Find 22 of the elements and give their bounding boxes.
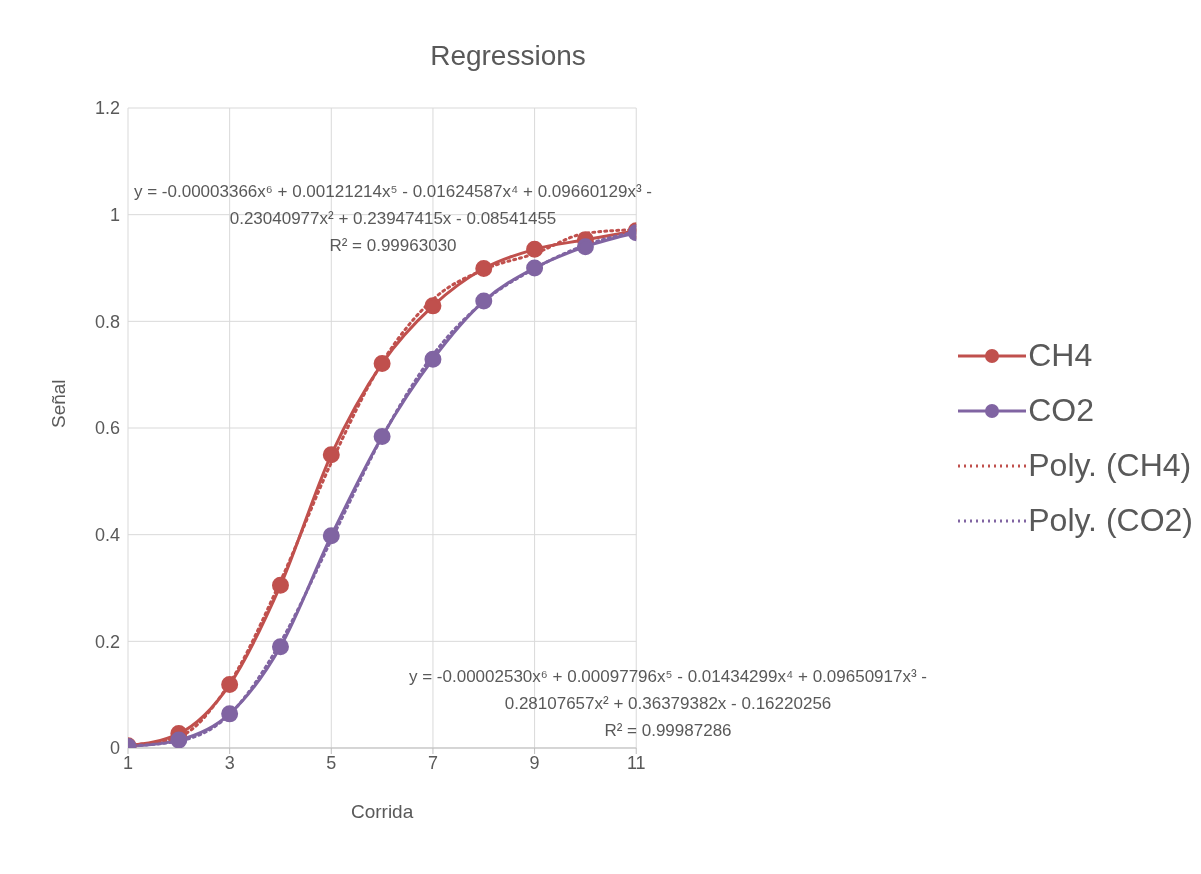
x-tick-label: 9 <box>529 752 540 773</box>
legend-label: Poly. (CO2) <box>1028 502 1193 539</box>
legend-label: CH4 <box>1028 337 1093 374</box>
x-tick-label: 5 <box>326 752 337 773</box>
y-tick-label: 1 <box>109 205 120 226</box>
annotation: y = -0.00003366x⁶ + 0.00121214x⁵ - 0.01624587x⁴ + 0.09660129x³ - 0.23040977x² + 0.23947415x - 0.08541455 R² = 0.99963030 <box>133 182 653 255</box>
x-tick-label: 11 <box>626 752 646 773</box>
x-tick-label: 3 <box>224 752 235 773</box>
y-tick-label: 0.2 <box>94 631 120 652</box>
y-tick-label: 0.6 <box>94 418 120 439</box>
y-tick-label: 0 <box>109 738 120 759</box>
y-tick-label: 0.4 <box>94 525 120 546</box>
chart-title: Regressions <box>429 40 587 72</box>
y-tick-label: 1.2 <box>94 98 120 119</box>
annotation: y = -0.00002530x⁶ + 0.00097796x⁵ - 0.01434299x⁴ + 0.09650917x³ - 0.28107657x² + 0.36379382x - 0.16220256 R² = 0.99987286 <box>407 666 928 742</box>
x-tick-label: 7 <box>427 752 438 773</box>
x-axis-title: Corrida <box>350 801 414 822</box>
y-tick-label: 0.8 <box>94 311 120 332</box>
legend-label: CO2 <box>1028 392 1095 429</box>
x-tick-label: 1 <box>122 752 134 773</box>
y-axis-title: Señal <box>47 379 69 428</box>
legend-label: Poly. (CH4) <box>1028 447 1192 484</box>
